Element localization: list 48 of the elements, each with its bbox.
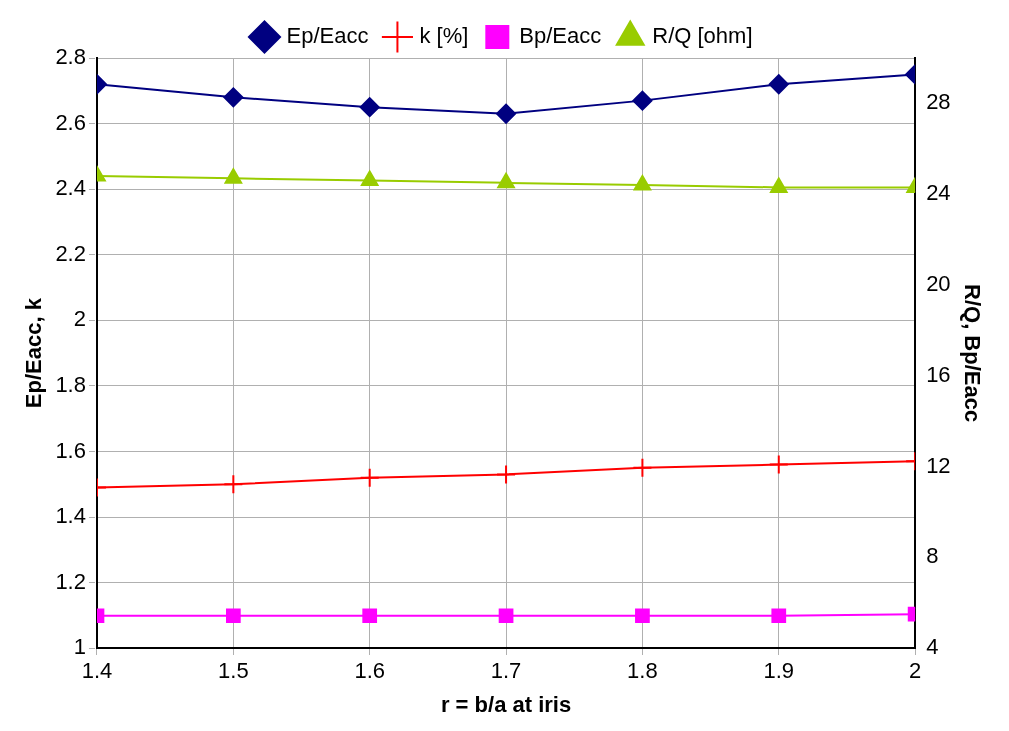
x-tick-label: 1.8	[627, 658, 658, 684]
point	[768, 74, 789, 95]
y2-axis-title: R/Q, Bp/Eacc	[959, 284, 985, 423]
point	[632, 457, 653, 478]
y-tick-label: 2	[73, 306, 86, 332]
point	[768, 454, 789, 475]
y-tick-label: 1.4	[55, 503, 86, 529]
y2-tick-label: 24	[926, 180, 951, 206]
x-tick-label: 1.5	[218, 658, 249, 684]
y-tick-label: 1.8	[55, 371, 86, 397]
point	[498, 608, 514, 624]
point	[359, 97, 380, 118]
y2-tick-label: 12	[926, 452, 951, 478]
point	[635, 608, 650, 624]
point	[771, 608, 787, 624]
point	[496, 103, 517, 124]
legend-label: R/Q [ohm]	[652, 23, 753, 49]
y2-tick-label: 16	[926, 361, 951, 387]
legend-label: k [%]	[419, 23, 469, 49]
point	[359, 467, 380, 488]
legend-label: Ep/Eacc	[286, 23, 369, 49]
y-tick-label: 2.2	[55, 240, 86, 266]
y-tick-label: 1	[73, 634, 86, 660]
x-tick-label: 1.9	[763, 658, 795, 684]
legend-label: Bp/Eacc	[519, 23, 602, 49]
y2-tick-label: 8	[926, 543, 939, 569]
point	[496, 464, 517, 485]
x-tick-label: 1.7	[490, 658, 522, 684]
y-tick-label: 2.6	[55, 109, 86, 135]
y2-tick-label: 28	[926, 89, 951, 115]
point	[225, 608, 241, 624]
y-axis-title: Ep/Eacc, k	[21, 297, 47, 409]
point	[769, 177, 788, 193]
point	[224, 168, 243, 184]
point	[362, 608, 378, 624]
y-tick-label: 1.2	[55, 568, 86, 594]
point	[360, 170, 379, 187]
point	[632, 90, 653, 111]
x-tick-label: 1.6	[354, 658, 385, 684]
y-tick-label: 2.4	[55, 175, 86, 201]
x-tick-label: 2	[909, 658, 922, 684]
point	[633, 175, 652, 191]
x-axis-title: r = b/a at iris	[440, 691, 572, 717]
y2-tick-label: 20	[926, 271, 951, 297]
y2-tick-label: 4	[926, 634, 939, 660]
point	[497, 172, 515, 189]
y-tick-label: 2.8	[55, 44, 86, 70]
y-tick-label: 1.6	[55, 437, 86, 463]
